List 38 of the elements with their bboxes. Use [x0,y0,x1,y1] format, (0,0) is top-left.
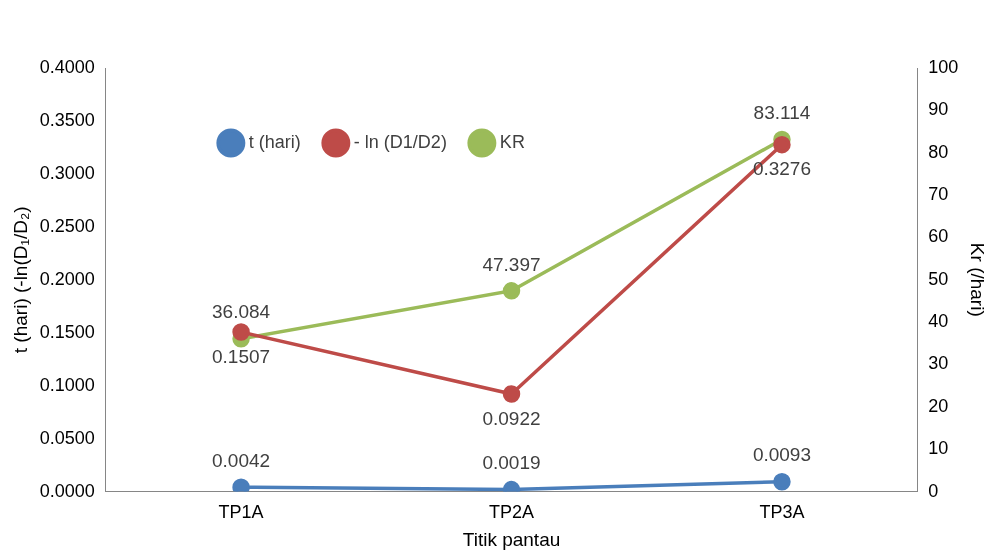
y-tick-label: 0.1000 [39,374,95,395]
y2-tick-label: 50 [928,268,949,289]
y2-tick-label: 0 [928,480,939,501]
y-tick-label: 0.3000 [39,162,95,183]
data-label: 0.0019 [482,452,541,474]
y2-tick-label: 100 [928,56,959,77]
y-tick-label: 0.4000 [39,56,95,77]
y2-tick-label: 40 [928,311,949,332]
legend-label: KR [499,131,525,152]
legend-label: - ln (D1/D2) [353,131,447,152]
y2-tick-label: 20 [928,395,949,416]
y-axis-title: t (hari) (-ln(D₁/D₂) [9,206,31,354]
y2-tick-label: 60 [928,226,949,247]
data-label: 47.397 [482,253,541,275]
data-label: 36.084 [212,301,271,323]
data-label: 83.114 [753,102,811,124]
data-label: 0.0093 [752,444,812,466]
y2-tick-label: 90 [928,99,949,120]
y2-tick-label: 10 [928,438,949,459]
data-label: 0.3276 [752,158,812,180]
x-tick-label: TP2A [489,502,535,523]
x-axis-title: Titik pantau [462,528,561,550]
y-tick-label: 0.0500 [39,427,95,448]
y2-tick-label: 80 [928,141,949,162]
data-label: 0.0042 [212,449,271,471]
y-tick-label: 0.3500 [39,109,95,130]
data-label: 0.1507 [212,345,271,367]
x-tick-label: TP3A [759,502,805,523]
legend-label: t (hari) [248,131,301,152]
y-tick-label: 0.0000 [39,480,95,501]
y2-tick-label: 30 [928,353,949,374]
data-label: 0.0922 [482,407,541,429]
y-tick-label: 0.2500 [39,215,95,236]
y-tick-label: 0.2000 [39,268,95,289]
y2-tick-label: 70 [928,184,949,205]
y-tick-label: 0.1500 [39,321,95,342]
x-tick-label: TP1A [218,502,264,523]
y2-axis-title: Kr (/hari) [967,242,989,317]
